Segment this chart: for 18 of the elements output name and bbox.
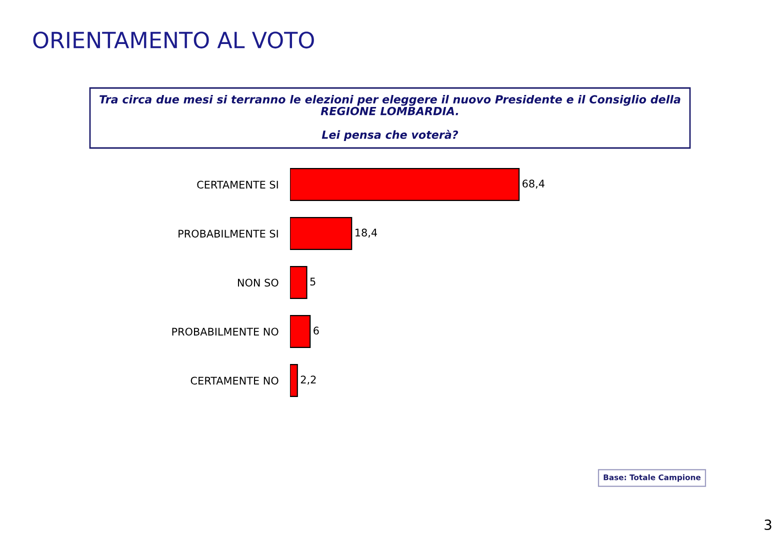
y-tick-label: CERTAMENTE NO: [190, 376, 278, 385]
chart-title: ORIENTAMENTO AL VOTO: [33, 32, 314, 48]
data-label: 2,2: [300, 376, 316, 385]
data-label: 5: [310, 278, 316, 286]
y-tick-label: CERTAMENTE SI: [197, 180, 278, 189]
y-tick-label: PROBABILMENTE SI: [178, 230, 278, 238]
data-label: 68,4: [522, 180, 544, 189]
y-tick-label: NON SO: [238, 278, 278, 287]
data-label: 18,4: [356, 228, 378, 238]
bar: [290, 217, 352, 250]
text: 3: [764, 520, 772, 530]
bar: [290, 315, 311, 348]
data-label: 6: [314, 326, 319, 335]
text: Tra circa due mesi si terranno le elezioni per eleggere il nuovo Presidente e il Consiglio della REGIONE LOMBARDIA. Lei pensa che voterà?: [100, 94, 680, 142]
bar: [290, 364, 298, 397]
bar: [290, 266, 308, 299]
y-tick-label: PROBABILMENTE NO: [172, 328, 278, 336]
bar: [290, 168, 520, 201]
